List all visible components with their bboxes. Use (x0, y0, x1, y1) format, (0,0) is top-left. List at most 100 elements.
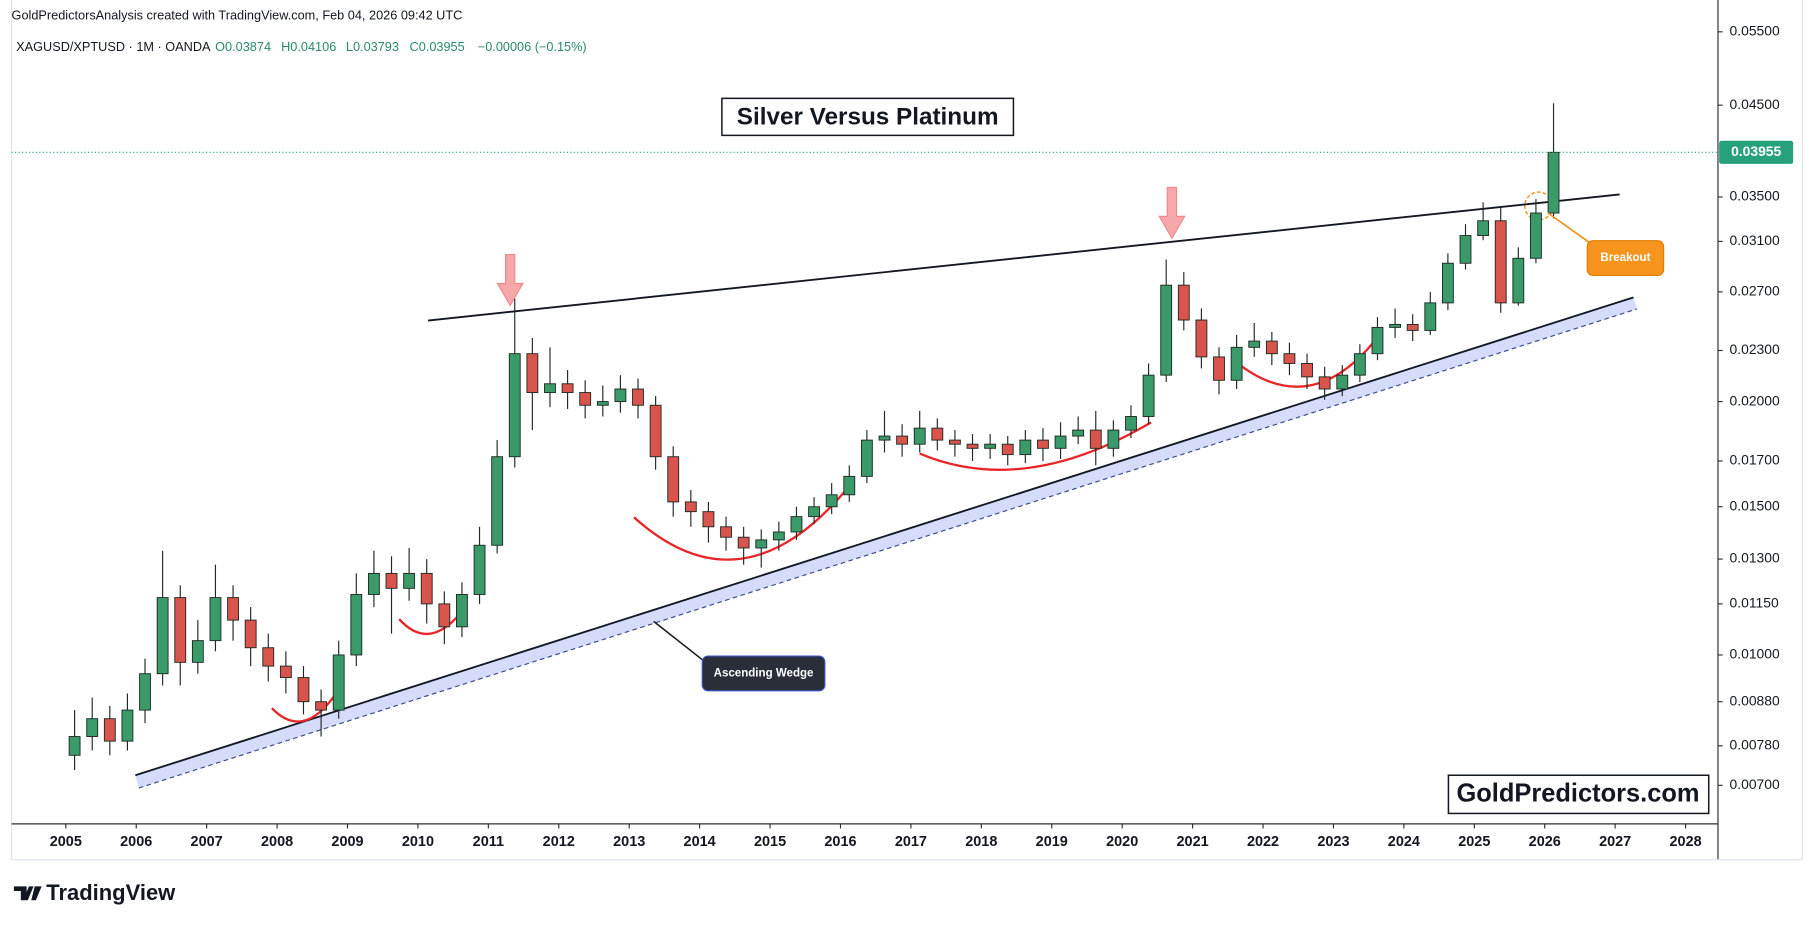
candle-body (1512, 257, 1525, 304)
candle-body (385, 572, 398, 589)
candle-body (1318, 376, 1331, 390)
candle-body (649, 404, 662, 458)
y-tick-label: 0.01150 (1730, 595, 1779, 611)
candle-body (227, 597, 239, 621)
x-tick-label: 2023 (1317, 834, 1349, 850)
candle-body (755, 539, 768, 549)
arc (919, 421, 1152, 471)
x-tick-label: 2012 (543, 834, 575, 850)
wedge-band (135, 297, 1637, 788)
watermark: GoldPredictors.com (1456, 780, 1699, 808)
candle-body (438, 603, 451, 628)
x-tick-label: 2013 (613, 834, 645, 850)
candle-body (191, 640, 204, 663)
y-tick-label: 0.03500 (1730, 188, 1780, 204)
arrow-down (1158, 186, 1186, 240)
candle-body (1265, 340, 1278, 355)
candle-body (456, 594, 468, 628)
candle-body (1072, 429, 1085, 437)
candle-body (667, 456, 680, 503)
candle-body (1107, 429, 1120, 449)
y-tick-label: 0.00780 (1730, 736, 1780, 752)
y-tick-label: 0.03100 (1730, 232, 1780, 248)
candle-body (1213, 356, 1225, 381)
candle-body (1283, 353, 1296, 364)
candle-body (1054, 435, 1067, 449)
candle-body (1530, 212, 1542, 259)
candle-body (1125, 416, 1137, 431)
candle-body (1547, 151, 1560, 214)
candle-body (1160, 284, 1173, 376)
x-tick-label: 2021 (1177, 834, 1209, 850)
y-tick-label: 0.02700 (1730, 283, 1780, 299)
ohlc-open: O0.03874 (215, 39, 271, 54)
y-tick-label: 0.01300 (1730, 550, 1780, 566)
candle-body (1301, 362, 1313, 378)
candle-body (174, 597, 187, 663)
candle-body (737, 536, 750, 549)
candle-body (948, 439, 961, 445)
y-tick-label: 0.01000 (1730, 646, 1780, 662)
ohlc-high: H0.04106 (281, 39, 336, 54)
candle-body (1142, 374, 1155, 417)
candle-body (878, 435, 891, 441)
candle-body (808, 506, 820, 518)
candle-body (772, 531, 785, 541)
ohlc-close: C0.03955 (410, 39, 465, 54)
candle-body (244, 619, 257, 649)
candle-body (491, 456, 504, 546)
candle-body (1389, 323, 1401, 328)
candle-body (966, 443, 979, 449)
candle-body (684, 501, 697, 513)
arrow-down (496, 253, 524, 307)
candle-body (297, 677, 310, 703)
arc (633, 491, 846, 561)
candle-body (632, 388, 644, 406)
candle-body (843, 475, 856, 496)
candle-body (403, 572, 416, 589)
x-tick-label: 2024 (1388, 834, 1420, 850)
candle-body (103, 718, 116, 742)
x-tick-label: 2015 (754, 834, 786, 850)
candle-body (473, 544, 486, 595)
candle-body (1089, 429, 1102, 449)
y-tick-label: 0.00880 (1730, 692, 1780, 708)
last-price-label: 0.03955 (1731, 143, 1781, 159)
ohlc-change: −0.00006 (−0.15%) (478, 39, 587, 54)
candle-body (1459, 235, 1472, 264)
candle-body (279, 665, 292, 679)
y-tick-label: 0.05500 (1730, 22, 1780, 38)
x-tick-label: 2005 (50, 834, 82, 850)
candle-body (86, 718, 99, 737)
candle-body (913, 427, 926, 445)
y-tick-label: 0.02300 (1730, 341, 1780, 357)
watermark-box (1447, 774, 1710, 815)
symbol: XAGUSD/XPTUSD · 1M · OANDA (16, 39, 211, 54)
candle-body (209, 597, 222, 642)
candle-body (332, 654, 345, 711)
x-tick-label: 2022 (1247, 834, 1279, 850)
candle-body (1477, 220, 1490, 237)
x-tick-label: 2016 (824, 834, 856, 850)
candle-body (526, 353, 539, 394)
candle-body (614, 388, 627, 403)
logo-text: TradingView (46, 880, 176, 905)
candle-body (1177, 284, 1190, 321)
candle-body (1248, 340, 1261, 348)
callout-pointer (1547, 212, 1598, 249)
candle-body (1406, 323, 1419, 331)
candle-body (1001, 443, 1014, 456)
x-tick-label: 2014 (684, 834, 716, 850)
candle-body (508, 353, 521, 458)
callout-box (1586, 240, 1665, 276)
candle-body (931, 427, 944, 441)
candle-body (1424, 302, 1437, 331)
chart-title: Silver Versus Platinum (737, 103, 999, 130)
x-tick-label: 2009 (331, 834, 363, 850)
candle-body (544, 383, 556, 394)
x-tick-label: 2025 (1458, 834, 1490, 850)
last-price-box (1719, 140, 1794, 164)
